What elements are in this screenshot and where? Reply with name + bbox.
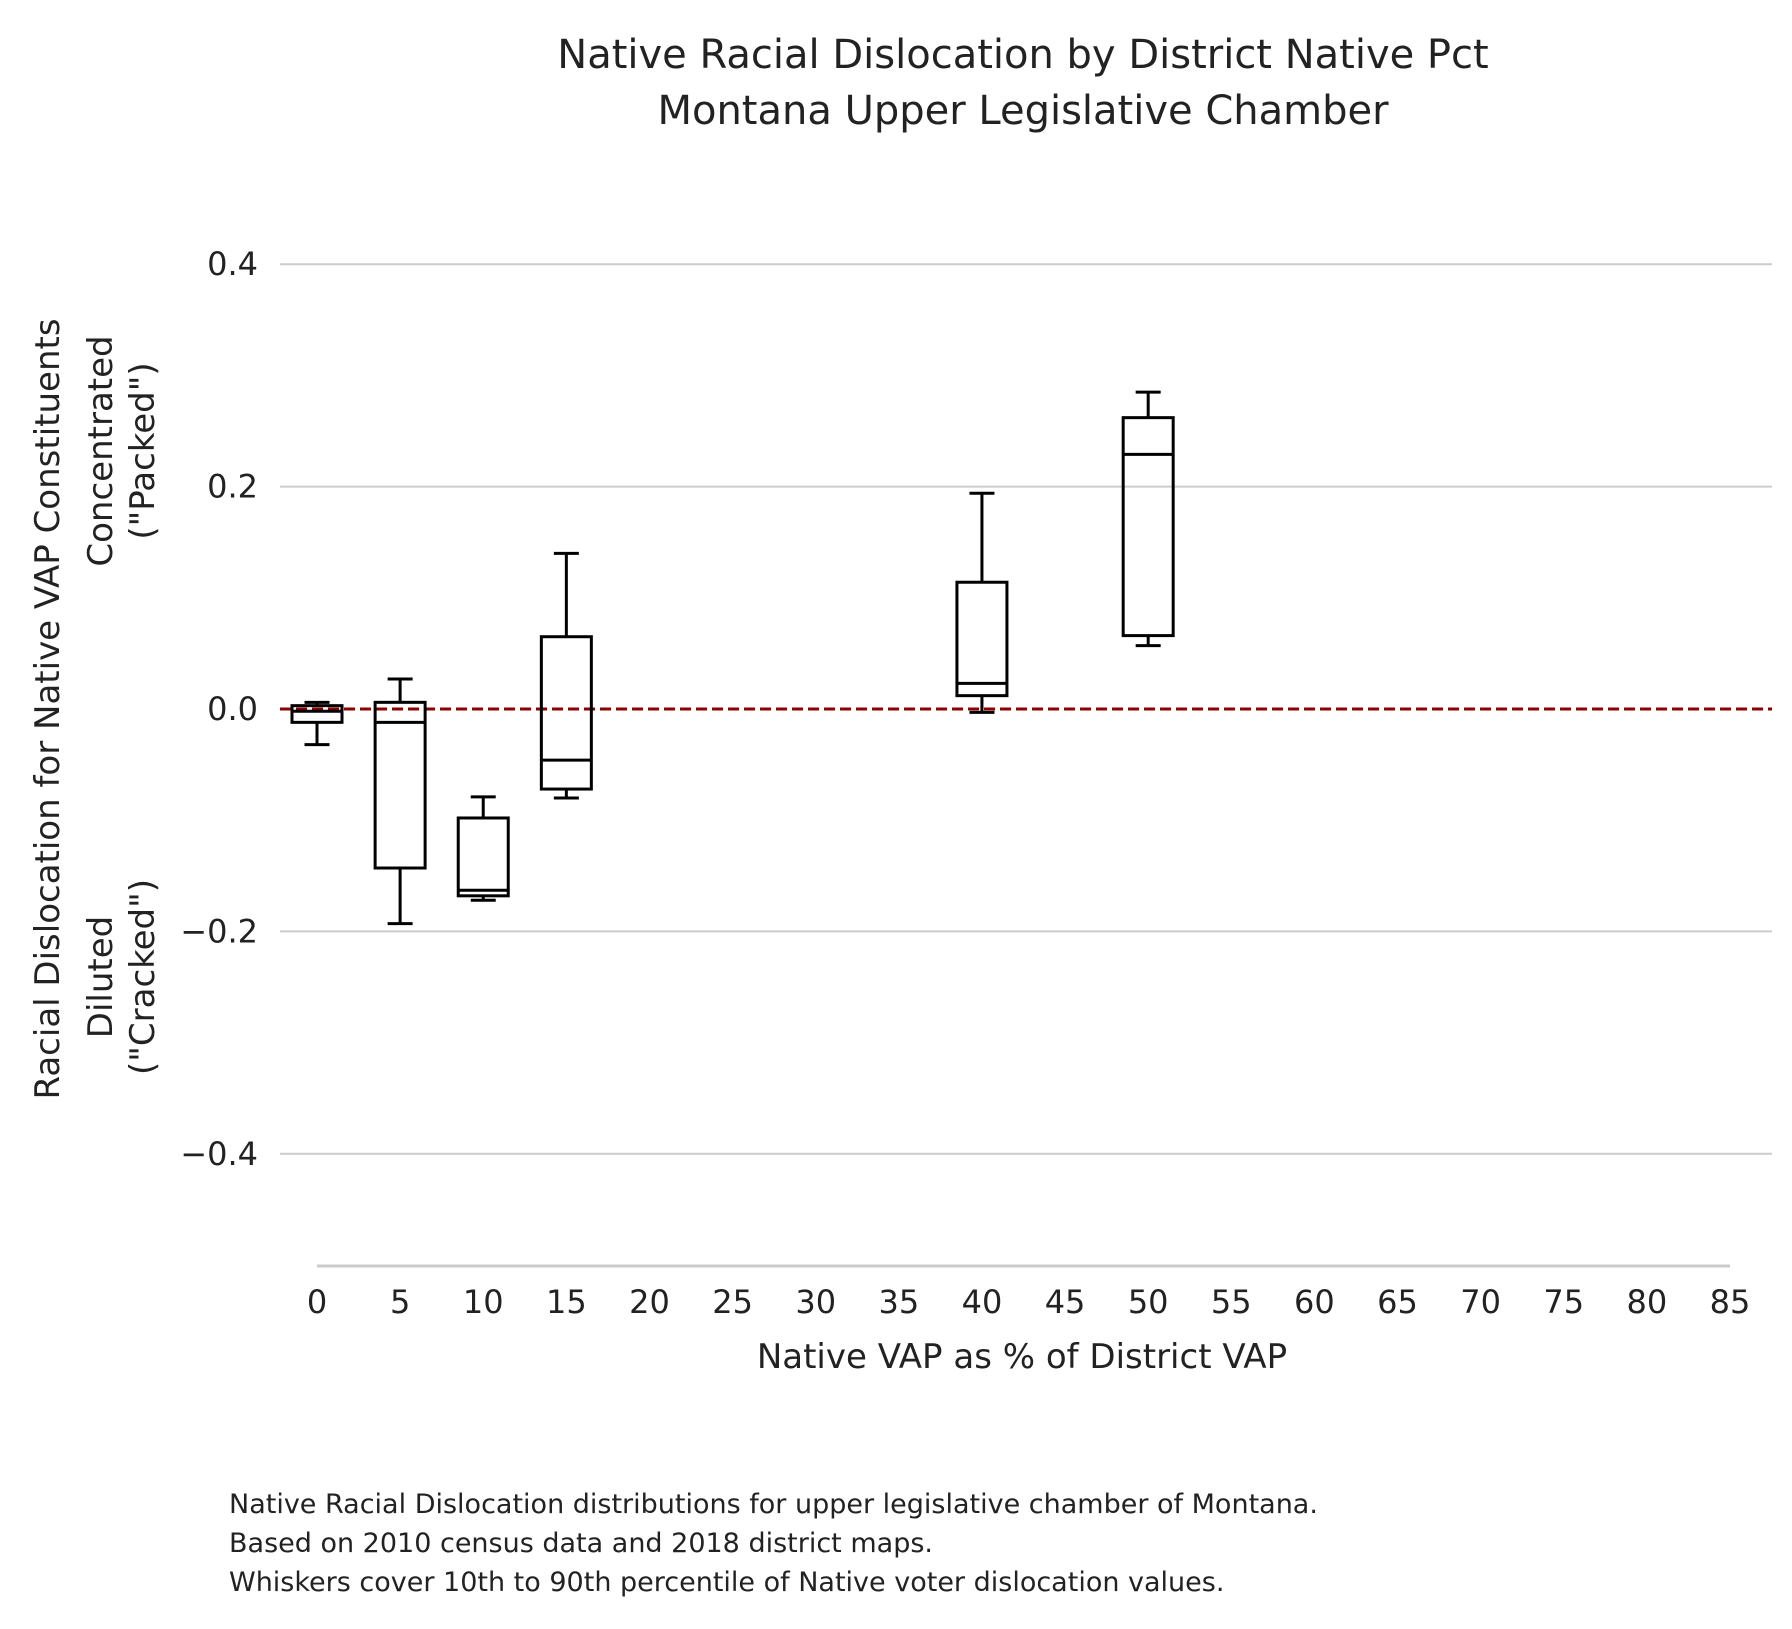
y-label-block: Concentrated ("Packed") bbox=[81, 335, 163, 566]
x-tick-label: 10 bbox=[463, 1283, 504, 1321]
x-axis: 0 5 10 15 20 25 30 35 40 45 50 55 60 65 70 75 80 85 bbox=[307, 1264, 1751, 1321]
y-label-line: Racial Dislocation for Native VAP Consti… bbox=[28, 318, 68, 1099]
box-plot-x-10 bbox=[456, 795, 510, 902]
y-tick-label: −0.2 bbox=[180, 912, 258, 950]
x-tick-label: 20 bbox=[629, 1283, 670, 1321]
figure-caption: Native Racial Dislocation distributions … bbox=[229, 1485, 1318, 1602]
x-tick-label: 45 bbox=[1045, 1283, 1086, 1321]
y-tick-label: −0.4 bbox=[180, 1135, 258, 1173]
y-label-block: Diluted ("Cracked") bbox=[81, 879, 163, 1075]
caption-line: Whiskers cover 10th to 90th percentile o… bbox=[229, 1567, 1225, 1598]
y-label-block: Racial Dislocation for Native VAP Consti… bbox=[28, 318, 68, 1099]
box-plot-x-0 bbox=[290, 700, 344, 747]
y-tick-labels: 0.4 0.2 0.0 −0.2 −0.4 bbox=[180, 245, 258, 1173]
x-tick-label: 30 bbox=[795, 1283, 836, 1321]
box-iqr bbox=[539, 635, 593, 791]
box-plots bbox=[290, 390, 1175, 926]
box-iqr bbox=[373, 700, 427, 870]
x-tick-label: 60 bbox=[1294, 1283, 1335, 1321]
grid-lines bbox=[280, 263, 1772, 1155]
box-plot-x-40 bbox=[955, 491, 1009, 714]
x-tick-label: 85 bbox=[1710, 1283, 1751, 1321]
chart-title: Native Racial Dislocation by District Na… bbox=[557, 32, 1488, 78]
caption-line: Native Racial Dislocation distributions … bbox=[229, 1489, 1318, 1520]
x-tick-label: 50 bbox=[1128, 1283, 1169, 1321]
box-iqr bbox=[1121, 416, 1175, 638]
y-axis-label: Racial Dislocation for Native VAP Consti… bbox=[28, 318, 163, 1099]
y-label-line: Diluted bbox=[81, 916, 121, 1038]
box-iqr bbox=[290, 704, 344, 724]
x-tick-label: 40 bbox=[962, 1283, 1003, 1321]
caption-line: Based on 2010 census data and 2018 distr… bbox=[229, 1528, 933, 1559]
x-tick-label: 70 bbox=[1460, 1283, 1501, 1321]
x-tick-label: 80 bbox=[1627, 1283, 1668, 1321]
x-tick-label: 15 bbox=[546, 1283, 587, 1321]
y-tick-label: 0.4 bbox=[207, 245, 258, 283]
chart-subtitle: Montana Upper Legislative Chamber bbox=[657, 88, 1389, 134]
box-plot-x-15 bbox=[539, 551, 593, 800]
x-tick-label: 5 bbox=[390, 1283, 410, 1321]
x-tick-label: 0 bbox=[307, 1283, 327, 1321]
y-tick-label: 0.0 bbox=[207, 690, 258, 728]
y-tick-label: 0.2 bbox=[207, 468, 258, 506]
x-tick-label: 75 bbox=[1543, 1283, 1584, 1321]
x-tick-label: 55 bbox=[1211, 1283, 1252, 1321]
box-iqr bbox=[456, 816, 510, 898]
y-label-line: ("Cracked") bbox=[123, 879, 163, 1075]
x-axis-label: Native VAP as % of District VAP bbox=[757, 1337, 1287, 1377]
x-tick-label: 25 bbox=[712, 1283, 753, 1321]
x-tick-label: 65 bbox=[1377, 1283, 1418, 1321]
box-plot-x-50 bbox=[1121, 390, 1175, 648]
y-label-line: ("Packed") bbox=[123, 362, 163, 539]
box-iqr bbox=[955, 580, 1009, 698]
box-plot-x-5 bbox=[373, 677, 427, 926]
x-tick-label: 35 bbox=[878, 1283, 919, 1321]
y-label-line: Concentrated bbox=[81, 335, 121, 566]
